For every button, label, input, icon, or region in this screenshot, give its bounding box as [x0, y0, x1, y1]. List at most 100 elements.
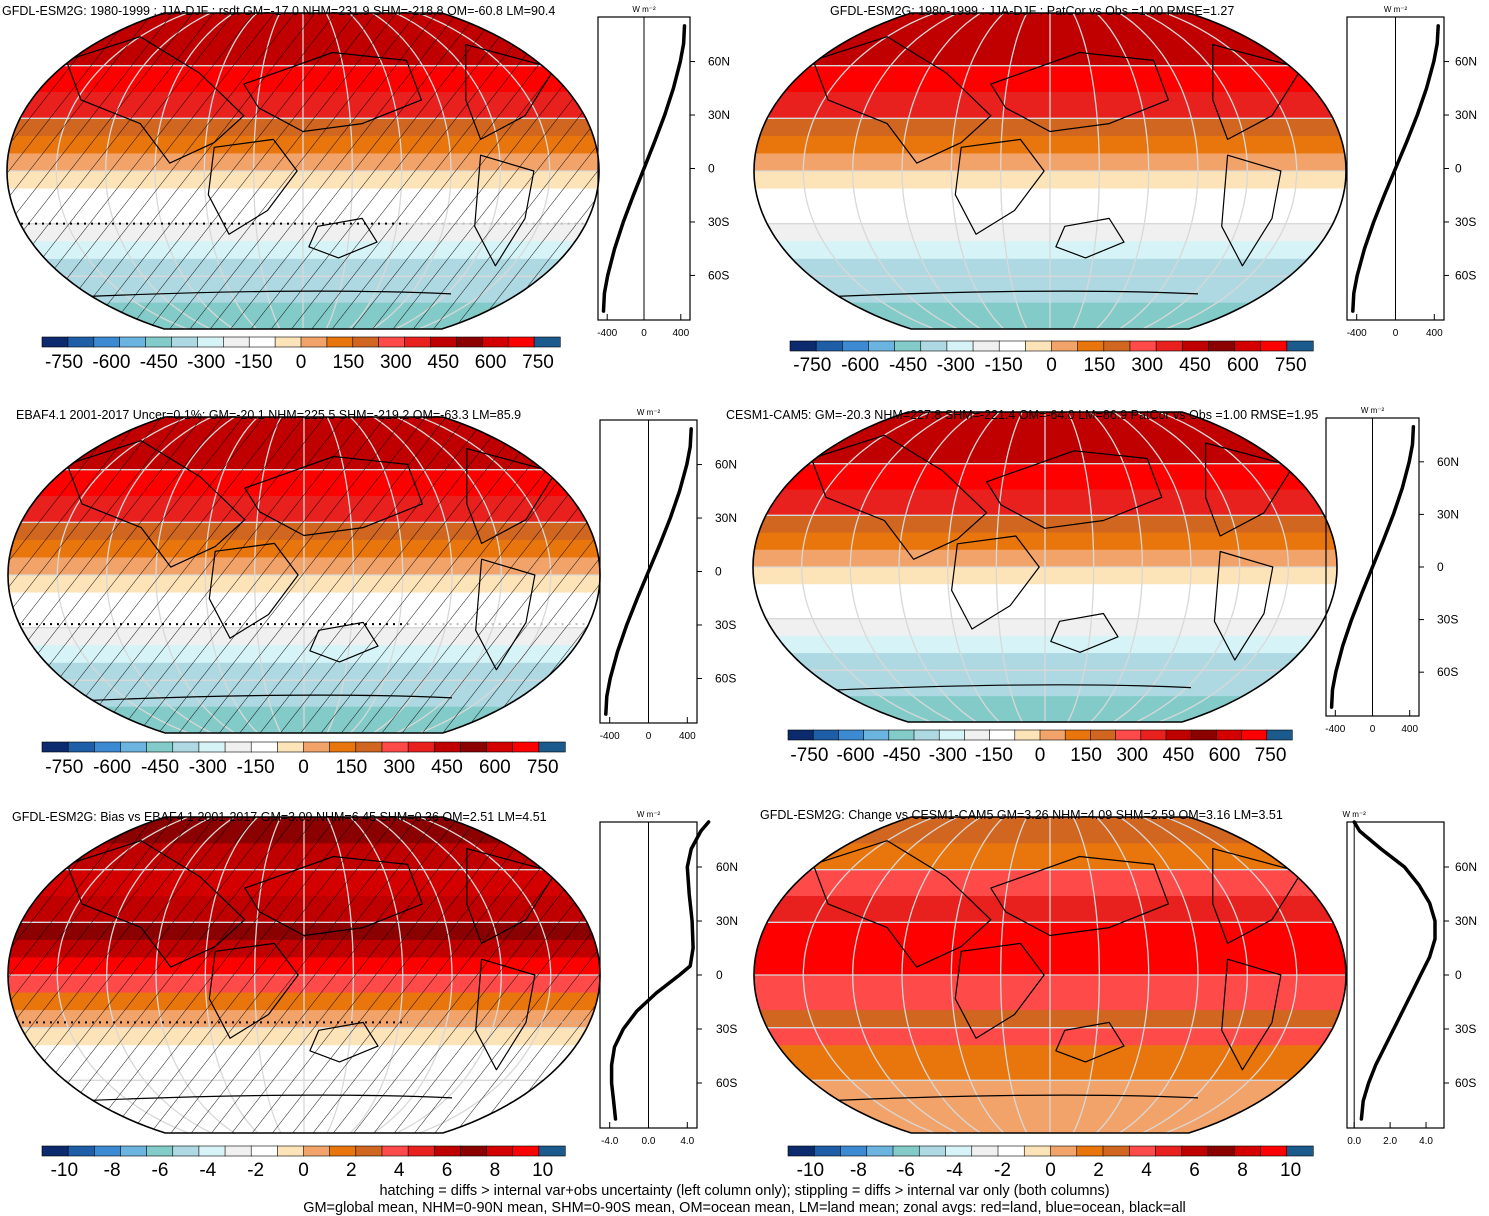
coastline: [244, 455, 423, 537]
zonal-x-tick-label: -400: [600, 731, 620, 742]
colorbar-swatch: [918, 1145, 947, 1157]
colorbar-swatch: [381, 741, 409, 753]
colorbar-tick-label: 0: [298, 1160, 309, 1181]
colorbar-tick-label: -8: [103, 1160, 121, 1181]
colorbar-swatch: [863, 729, 890, 741]
colorbar-swatch: [538, 1145, 566, 1157]
coastline-antarctica: [67, 1094, 453, 1102]
colorbar-swatch: [938, 729, 966, 741]
colorbar-swatch: [381, 1145, 409, 1157]
colorbar-swatch: [1051, 340, 1079, 352]
colorbar-tick-label: -600: [836, 745, 875, 766]
map-gfdl-djf-patcor: [753, 12, 1347, 330]
colorbar-swatch: [512, 741, 540, 753]
zonal-y-tick-label: 30N: [716, 914, 738, 928]
coastline: [1050, 612, 1119, 653]
colorbar-tick-label: 10: [1280, 1160, 1302, 1181]
colorbar-tick-label: -450: [139, 352, 178, 373]
colorbar-swatch: [93, 336, 121, 348]
colorbar-swatch: [329, 741, 357, 753]
zonal-mean-line: [609, 820, 711, 1121]
coastline-antarctica: [67, 694, 453, 702]
zonal-x-tick-label: 400: [679, 731, 696, 742]
map-outline: [753, 816, 1347, 1134]
colorbar-swatch: [989, 729, 1016, 741]
zonal-ebaf: -400 0 400 60N 30N 0 30S 60S W m⁻²: [599, 408, 737, 742]
colorbar-swatch: [67, 741, 95, 753]
zonal-y-tick-label: 60S: [708, 268, 729, 282]
coastline-antarctica: [813, 1094, 1199, 1102]
colorbar-tick-label: 150: [1070, 745, 1102, 766]
zonal-change: 0.0 2.0 4.0 60N 30N 0 30S 60S W m⁻²: [1343, 810, 1477, 1147]
coastline-antarctica: [66, 290, 452, 298]
colorbar-tick-label: 450: [1179, 355, 1211, 376]
colorbar-change: [787, 1145, 1314, 1157]
map-ebaf: [7, 416, 601, 734]
zonal-y-tick-label: 30S: [716, 1022, 737, 1036]
colorbar-swatch: [407, 741, 435, 753]
colorbar-gfdl-djf: [41, 336, 561, 348]
colorbar-swatch: [946, 340, 974, 352]
colorbar-tick-label: -450: [140, 757, 180, 778]
zonal-y-tick-label: 30N: [1455, 108, 1477, 122]
colorbar-tick-label: 600: [1227, 355, 1259, 376]
colorbar-swatch: [250, 741, 278, 753]
colorbar-swatch: [146, 741, 174, 753]
colorbar-swatch: [972, 340, 1000, 352]
colorbar-cesm: [787, 729, 1293, 741]
colorbar-swatch: [1039, 729, 1066, 741]
zonal-y-tick-label: 60N: [1455, 55, 1477, 69]
zonal-x-tick-label: -4.0: [601, 1136, 619, 1147]
zonal-units-label: W m⁻²: [1384, 5, 1408, 14]
colorbar-swatch: [971, 1145, 999, 1157]
colorbar-tick-label: -150: [974, 745, 1013, 766]
coastline: [208, 942, 299, 1039]
zonal-y-tick-label: 60S: [1455, 268, 1476, 282]
colorbar-swatch: [1115, 729, 1142, 741]
colorbar-ebaf: [41, 741, 566, 753]
zonal-y-tick-label: 30S: [1455, 1022, 1476, 1036]
zonal-y-tick-label: 30N: [1437, 507, 1459, 521]
zonal-x-tick-label: 2.0: [1383, 1136, 1397, 1147]
coastline: [812, 840, 992, 968]
colorbar-tick-label: -600: [92, 352, 131, 373]
colorbar-swatch: [198, 1145, 226, 1157]
colorbar-tick-label: 450: [427, 352, 460, 373]
hatching: [8, 817, 600, 1133]
zonal-x-tick-label: 0: [646, 731, 652, 742]
zonal-frame: [1346, 821, 1445, 1129]
colorbar-swatch: [223, 336, 250, 348]
map-fields: [753, 412, 1337, 722]
colorbar-swatch: [172, 1145, 200, 1157]
colorbar-swatch: [538, 741, 566, 753]
colorbar-swatch: [378, 336, 406, 348]
colorbar-swatch: [1233, 1145, 1262, 1157]
colorbar-tick-label: 6: [1189, 1160, 1200, 1181]
map-gfdl-djf: [6, 12, 600, 330]
map-outline: [753, 12, 1347, 330]
panel-title-2: GFDL-ESM2G: 1980-1999 : JJA-DJF : PatCor…: [830, 4, 1235, 18]
colorbar-swatch: [274, 336, 302, 348]
colorbar-tick-label: 300: [1131, 355, 1164, 376]
zonal-y-tick-label: 30N: [1455, 914, 1477, 928]
colorbar-swatch: [277, 741, 305, 753]
zonal-x-tick-label: -400: [1325, 724, 1345, 735]
colorbar-swatch: [407, 1145, 435, 1157]
colorbar-swatch: [1165, 729, 1192, 741]
zonal-y-tick-label: 60N: [715, 458, 737, 472]
colorbar-bias: [41, 1145, 566, 1157]
coastline: [207, 138, 298, 235]
colorbar-tick-label: 450: [431, 757, 463, 778]
colorbar-swatch: [1050, 1145, 1078, 1157]
zonal-y-tick-label: 30N: [715, 511, 737, 525]
zonal-y-tick-label: 60N: [1437, 455, 1459, 469]
zonal-x-tick-label: 4.0: [680, 1136, 694, 1147]
coastline-antarctica: [811, 684, 1192, 692]
zonal-mean-line: [1352, 820, 1437, 1121]
colorbar-swatch: [1207, 1145, 1235, 1157]
map-outline: [6, 12, 600, 330]
zonal-y-tick-label: 0: [715, 565, 722, 579]
colorbar-tick-label: -6: [897, 1160, 915, 1181]
colorbar-tick-label: -600: [93, 757, 132, 778]
